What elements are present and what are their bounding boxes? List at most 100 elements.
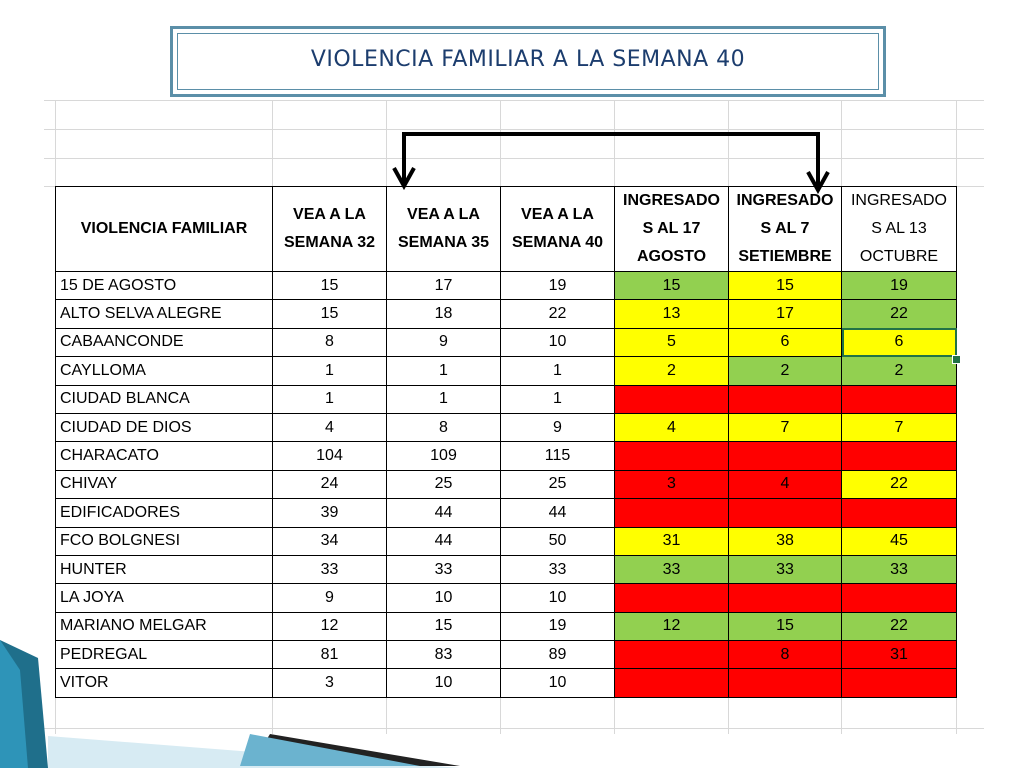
cell-octubre[interactable]: 22 xyxy=(841,299,957,329)
cell-agosto[interactable]: 5 xyxy=(614,327,729,358)
cell-sem35[interactable]: 17 xyxy=(386,270,501,301)
cell-name[interactable]: MARIANO MELGAR xyxy=(55,611,273,642)
cell-octubre[interactable] xyxy=(841,384,957,414)
cell-agosto[interactable] xyxy=(614,668,729,698)
cell-sem40[interactable]: 10 xyxy=(500,668,615,698)
cell-sem35[interactable]: 15 xyxy=(386,611,501,642)
cell-setiembre[interactable] xyxy=(728,498,842,528)
cell-sem40[interactable]: 19 xyxy=(500,270,615,301)
cell-sem40[interactable]: 10 xyxy=(500,583,615,613)
cell-setiembre[interactable]: 15 xyxy=(728,611,842,642)
cell-agosto[interactable]: 12 xyxy=(614,611,729,642)
cell-sem35[interactable]: 10 xyxy=(386,583,501,613)
cell-octubre[interactable] xyxy=(841,583,957,613)
cell-setiembre[interactable] xyxy=(728,384,842,414)
cell-octubre[interactable] xyxy=(841,441,957,471)
cell-octubre[interactable]: 6 xyxy=(841,327,957,358)
cell-octubre[interactable]: 31 xyxy=(841,640,957,670)
cell-setiembre[interactable] xyxy=(728,441,842,471)
cell-name[interactable]: CIUDAD BLANCA xyxy=(55,384,273,414)
cell-sem35[interactable]: 44 xyxy=(386,526,501,556)
cell-sem32[interactable]: 39 xyxy=(272,498,387,528)
cell-agosto[interactable] xyxy=(614,441,729,471)
cell-setiembre[interactable]: 8 xyxy=(728,640,842,670)
cell-sem40[interactable]: 19 xyxy=(500,611,615,642)
cell-sem35[interactable]: 9 xyxy=(386,327,501,358)
cell-setiembre[interactable]: 7 xyxy=(728,412,842,443)
cell-sem32[interactable]: 33 xyxy=(272,554,387,585)
cell-sem32[interactable]: 9 xyxy=(272,583,387,613)
cell-sem32[interactable]: 12 xyxy=(272,611,387,642)
cell-setiembre[interactable] xyxy=(728,668,842,698)
cell-sem32[interactable]: 81 xyxy=(272,640,387,670)
cell-agosto[interactable]: 4 xyxy=(614,412,729,443)
cell-octubre[interactable]: 33 xyxy=(841,554,957,585)
cell-sem35[interactable]: 25 xyxy=(386,469,501,500)
cell-octubre[interactable]: 2 xyxy=(841,356,957,386)
cell-sem35[interactable]: 10 xyxy=(386,668,501,698)
cell-sem32[interactable]: 1 xyxy=(272,384,387,414)
cell-agosto[interactable]: 15 xyxy=(614,270,729,301)
cell-agosto[interactable] xyxy=(614,640,729,670)
cell-sem35[interactable]: 1 xyxy=(386,356,501,386)
cell-sem40[interactable]: 33 xyxy=(500,554,615,585)
cell-sem35[interactable]: 1 xyxy=(386,384,501,414)
cell-sem32[interactable]: 15 xyxy=(272,270,387,301)
cell-name[interactable]: VITOR xyxy=(55,668,273,698)
cell-sem40[interactable]: 50 xyxy=(500,526,615,556)
cell-sem35[interactable]: 33 xyxy=(386,554,501,585)
cell-agosto[interactable]: 3 xyxy=(614,469,729,500)
cell-octubre[interactable]: 45 xyxy=(841,526,957,556)
cell-sem32[interactable]: 34 xyxy=(272,526,387,556)
cell-setiembre[interactable]: 33 xyxy=(728,554,842,585)
cell-setiembre[interactable]: 2 xyxy=(728,356,842,386)
cell-sem32[interactable]: 104 xyxy=(272,441,387,471)
cell-sem35[interactable]: 18 xyxy=(386,299,501,329)
cell-agosto[interactable] xyxy=(614,384,729,414)
cell-sem32[interactable]: 4 xyxy=(272,412,387,443)
cell-agosto[interactable]: 13 xyxy=(614,299,729,329)
cell-sem40[interactable]: 1 xyxy=(500,356,615,386)
cell-octubre[interactable]: 22 xyxy=(841,611,957,642)
cell-name[interactable]: PEDREGAL xyxy=(55,640,273,670)
cell-sem35[interactable]: 109 xyxy=(386,441,501,471)
cell-sem32[interactable]: 1 xyxy=(272,356,387,386)
cell-sem40[interactable]: 22 xyxy=(500,299,615,329)
fill-handle[interactable] xyxy=(952,355,961,364)
cell-sem40[interactable]: 10 xyxy=(500,327,615,358)
cell-sem35[interactable]: 83 xyxy=(386,640,501,670)
cell-sem32[interactable]: 15 xyxy=(272,299,387,329)
cell-name[interactable]: HUNTER xyxy=(55,554,273,585)
cell-agosto[interactable]: 33 xyxy=(614,554,729,585)
cell-octubre[interactable] xyxy=(841,668,957,698)
cell-sem40[interactable]: 1 xyxy=(500,384,615,414)
cell-name[interactable]: ALTO SELVA ALEGRE xyxy=(55,299,273,329)
cell-setiembre[interactable]: 4 xyxy=(728,469,842,500)
cell-name[interactable]: CAYLLOMA xyxy=(55,356,273,386)
cell-sem40[interactable]: 25 xyxy=(500,469,615,500)
cell-name[interactable]: EDIFICADORES xyxy=(55,498,273,528)
cell-setiembre[interactable]: 17 xyxy=(728,299,842,329)
cell-name[interactable]: 15 DE AGOSTO xyxy=(55,270,273,301)
cell-agosto[interactable]: 2 xyxy=(614,356,729,386)
cell-setiembre[interactable]: 15 xyxy=(728,270,842,301)
cell-agosto[interactable] xyxy=(614,583,729,613)
cell-sem35[interactable]: 44 xyxy=(386,498,501,528)
cell-setiembre[interactable]: 38 xyxy=(728,526,842,556)
cell-sem35[interactable]: 8 xyxy=(386,412,501,443)
cell-sem32[interactable]: 3 xyxy=(272,668,387,698)
cell-octubre[interactable]: 7 xyxy=(841,412,957,443)
cell-name[interactable]: CIUDAD DE DIOS xyxy=(55,412,273,443)
cell-sem40[interactable]: 89 xyxy=(500,640,615,670)
cell-setiembre[interactable] xyxy=(728,583,842,613)
cell-agosto[interactable] xyxy=(614,498,729,528)
cell-agosto[interactable]: 31 xyxy=(614,526,729,556)
cell-name[interactable]: CABAANCONDE xyxy=(55,327,273,358)
cell-sem40[interactable]: 44 xyxy=(500,498,615,528)
cell-name[interactable]: CHARACATO xyxy=(55,441,273,471)
cell-octubre[interactable]: 22 xyxy=(841,469,957,500)
cell-sem32[interactable]: 8 xyxy=(272,327,387,358)
cell-sem40[interactable]: 9 xyxy=(500,412,615,443)
cell-octubre[interactable] xyxy=(841,498,957,528)
cell-name[interactable]: FCO BOLGNESI xyxy=(55,526,273,556)
